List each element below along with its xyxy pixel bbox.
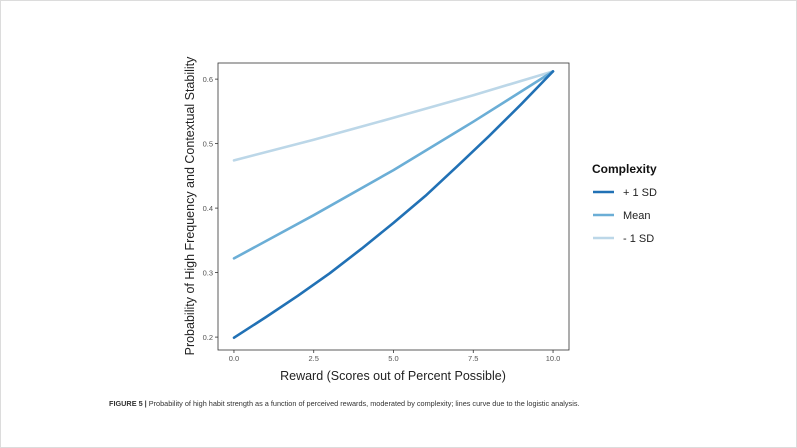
legend-label: Mean [623, 210, 651, 222]
line-chart: 0.0 2.5 5.0 7.5 10.0 0.2 0.3 0.4 0.5 0.6 Reward (… [183, 56, 657, 383]
y-tick-label: 0.2 [203, 333, 213, 342]
legend-items: + 1 SD Mean - 1 SD [593, 187, 657, 245]
series-line-1-sd [232, 70, 555, 162]
series-line-mean [232, 70, 555, 260]
y-tick-label: 0.6 [203, 75, 213, 84]
caption-text: Probability of high habit strength as a … [146, 399, 580, 408]
series-layer [232, 70, 555, 340]
y-tick-label: 0.3 [203, 268, 213, 277]
y-tick-label: 0.5 [203, 139, 213, 148]
legend-title: Complexity [592, 162, 657, 176]
legend: Complexity + 1 SD Mean - 1 SD [592, 162, 657, 245]
x-tick-label: 0.0 [229, 354, 239, 363]
y-tick-label: 0.4 [203, 204, 213, 213]
x-axis-title: Reward (Scores out of Percent Possible) [280, 369, 506, 383]
legend-label: + 1 SD [623, 187, 657, 199]
plot-panel [217, 62, 570, 351]
figure-caption: FIGURE 5 | Probability of high habit str… [109, 399, 749, 408]
caption-label: FIGURE 5 | [109, 399, 147, 408]
x-tick-label: 2.5 [309, 354, 319, 363]
series-line-1-sd [232, 70, 555, 340]
y-axis-title: Probability of High Frequency and Contex… [183, 56, 197, 356]
x-tick-label: 10.0 [546, 354, 561, 363]
ticks-layer: 0.0 2.5 5.0 7.5 10.0 0.2 0.3 0.4 0.5 0.6 [203, 75, 561, 363]
x-tick-label: 7.5 [468, 354, 478, 363]
x-tick-label: 5.0 [388, 354, 398, 363]
legend-label: - 1 SD [623, 233, 654, 245]
